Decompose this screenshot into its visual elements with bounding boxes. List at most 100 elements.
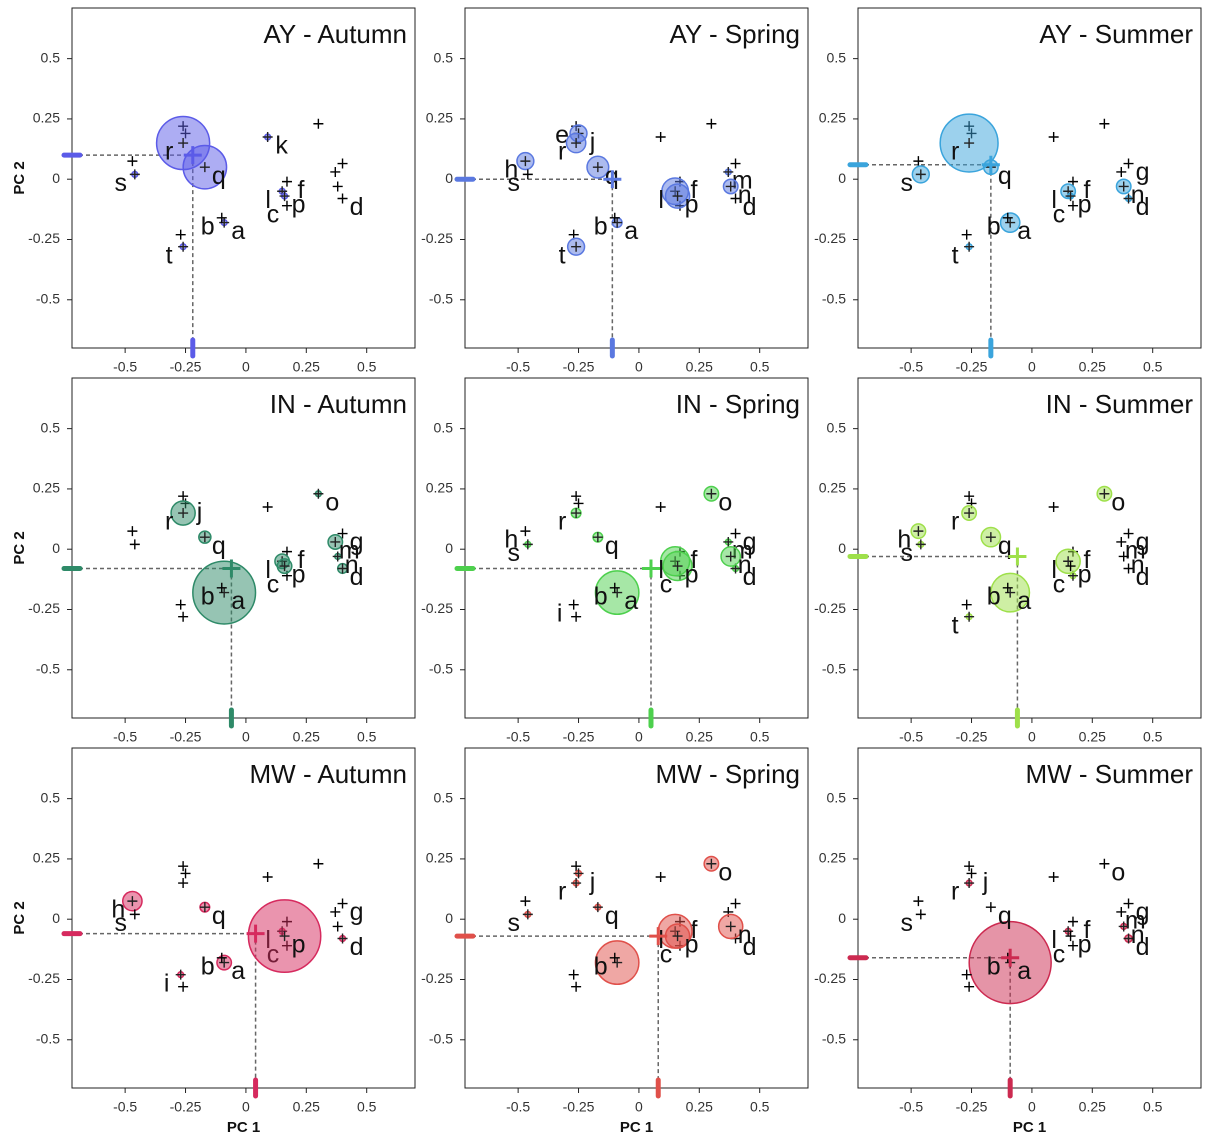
x-tick-label: 0.25 xyxy=(293,359,320,375)
point-label: l xyxy=(265,556,271,584)
x-tick-label: 0.5 xyxy=(750,1099,770,1115)
point-cross xyxy=(175,229,186,240)
y-tick-label: 0.5 xyxy=(827,789,847,805)
point-label: l xyxy=(658,556,664,584)
y-tick-label: 0.5 xyxy=(41,789,61,805)
point-label: a xyxy=(231,957,245,985)
point-cross xyxy=(219,217,230,228)
point-label: p xyxy=(1078,561,1092,589)
point-cross xyxy=(178,878,189,889)
point-cross xyxy=(592,902,603,913)
point-label: m xyxy=(339,537,360,565)
x-tick-label: -0.5 xyxy=(113,1099,137,1115)
point-cross xyxy=(612,217,623,228)
plot-frame xyxy=(464,747,809,1089)
point-label: j xyxy=(589,868,596,896)
point-label: t xyxy=(952,611,959,639)
x-tick-label: 0.5 xyxy=(357,359,377,375)
point-cross xyxy=(1063,556,1074,567)
point-label: a xyxy=(231,587,245,615)
point-label: f xyxy=(1084,916,1091,944)
point-cross xyxy=(175,969,186,980)
point-label: a xyxy=(624,587,638,615)
panel-title: IN - Autumn xyxy=(270,389,407,419)
point-label: b xyxy=(201,582,215,610)
point-cross xyxy=(178,611,189,622)
point-cross xyxy=(313,858,324,869)
panel-title: MW - Summer xyxy=(1025,759,1193,789)
point-cross xyxy=(1118,181,1129,192)
x-tick-label: 0 xyxy=(242,359,250,375)
point-cross xyxy=(127,896,138,907)
x-tick-label: -0.25 xyxy=(170,729,202,745)
point-cross xyxy=(609,212,620,223)
point-label: g xyxy=(1136,158,1150,186)
point-cross xyxy=(1065,561,1076,572)
point-label: s xyxy=(901,169,914,197)
point-label: o xyxy=(1111,858,1125,886)
point-cross xyxy=(337,193,348,204)
point-label: p xyxy=(685,561,699,589)
plot-frame xyxy=(71,377,416,719)
point-cross xyxy=(279,191,290,202)
point-cross xyxy=(985,532,996,543)
point-cross xyxy=(725,921,736,932)
point-cross xyxy=(612,587,623,598)
point-cross xyxy=(1005,587,1016,598)
point-cross xyxy=(961,969,972,980)
point-cross xyxy=(1099,118,1110,129)
point-cross xyxy=(725,551,736,562)
point-label: p xyxy=(292,561,306,589)
point-cross xyxy=(571,861,582,872)
point-cross xyxy=(1002,212,1013,223)
point-label: q xyxy=(212,902,226,930)
point-cross xyxy=(571,611,582,622)
point-cross xyxy=(1048,502,1059,513)
point-label: l xyxy=(265,186,271,214)
point-cross xyxy=(313,118,324,129)
point-cross xyxy=(964,138,975,149)
centroid-cross xyxy=(641,559,660,578)
point-cross xyxy=(706,118,717,129)
point-label: s xyxy=(901,539,914,567)
y-tick-label: -0.25 xyxy=(28,230,60,246)
point-cross xyxy=(964,241,975,252)
y-tick-label: 0 xyxy=(52,910,60,926)
point-cross xyxy=(178,138,189,149)
point-label: a xyxy=(624,217,638,245)
point-cross xyxy=(985,902,996,913)
y-tick-label: -0.5 xyxy=(36,1030,60,1046)
x-tick-label: 0.25 xyxy=(293,1099,320,1115)
point-cross xyxy=(730,158,741,169)
point-label: o xyxy=(718,488,732,516)
x-tick-label: -0.5 xyxy=(899,1099,923,1115)
plot-frame xyxy=(71,747,416,1089)
point-cross xyxy=(337,933,348,944)
x-tick-label: -0.5 xyxy=(113,359,137,375)
y-axis-title: PC 2 xyxy=(11,531,28,564)
point-label: f xyxy=(298,176,305,204)
x-tick-label: -0.5 xyxy=(899,729,923,745)
point-cross xyxy=(520,896,531,907)
point-cross xyxy=(199,162,210,173)
y-tick-label: -0.25 xyxy=(814,970,846,986)
point-label: t xyxy=(952,241,959,269)
y-axis-title: PC 2 xyxy=(11,161,28,194)
x-tick-label: 0.25 xyxy=(1079,1099,1106,1115)
point-label: p xyxy=(685,191,699,219)
point-cross xyxy=(571,981,582,992)
y-tick-label: 0.25 xyxy=(819,110,846,126)
point-cross xyxy=(915,539,926,550)
y-tick-label: 0.5 xyxy=(41,49,61,65)
panel-title: IN - Spring xyxy=(676,389,800,419)
x-tick-label: -0.5 xyxy=(506,1099,530,1115)
point-label: r xyxy=(951,138,959,166)
point-label: l xyxy=(1051,556,1057,584)
point-label: d xyxy=(1136,563,1150,591)
point-label: n xyxy=(345,551,359,579)
point-cross xyxy=(730,898,741,909)
point-label: d xyxy=(350,193,364,221)
point-label: d xyxy=(743,193,757,221)
point-label: d xyxy=(350,933,364,961)
point-cross xyxy=(1116,906,1127,917)
